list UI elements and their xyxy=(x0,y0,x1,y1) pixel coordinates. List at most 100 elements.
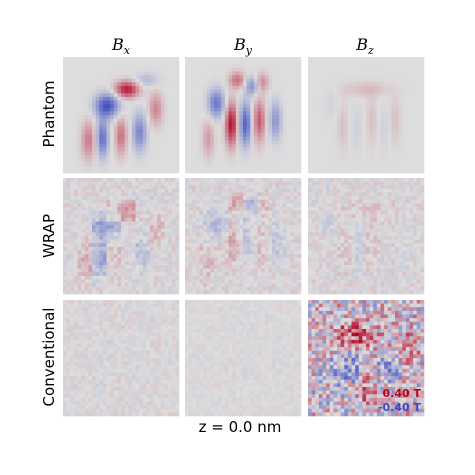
heatmap-cell xyxy=(232,228,237,233)
heatmap-cell xyxy=(102,111,107,116)
heatmap-cell xyxy=(358,151,363,156)
heatmap-cell xyxy=(395,64,399,69)
heatmap-cell xyxy=(164,71,169,76)
heatmap-cell xyxy=(121,60,125,65)
heatmap-cell xyxy=(282,129,287,134)
heatmap-cell xyxy=(63,275,67,280)
heatmap-cell xyxy=(239,89,244,94)
heatmap-cell xyxy=(121,158,125,163)
heatmap-cell xyxy=(214,133,218,138)
heatmap-cell xyxy=(121,82,125,87)
heatmap-cell xyxy=(95,140,100,145)
heatmap-cell xyxy=(239,265,244,269)
heatmap-cell xyxy=(347,64,352,69)
heatmap-cell xyxy=(416,165,421,170)
heatmap-cell xyxy=(272,57,276,61)
heatmap-cell xyxy=(99,199,104,204)
heatmap-cell xyxy=(282,188,287,193)
heatmap-cell xyxy=(102,290,107,295)
heatmap-cell xyxy=(210,188,215,193)
heatmap-cell xyxy=(121,104,125,109)
heatmap-cell xyxy=(293,199,298,204)
heatmap-cell xyxy=(84,236,89,240)
heatmap-cell xyxy=(84,203,89,208)
heatmap-cell xyxy=(99,254,104,259)
heatmap-cell xyxy=(362,64,367,69)
heatmap-cell xyxy=(160,236,165,240)
heatmap-cell xyxy=(92,151,96,156)
heatmap-cell xyxy=(214,261,218,266)
heatmap-cell xyxy=(121,133,125,138)
heatmap-cell xyxy=(157,115,162,119)
heatmap-cell xyxy=(239,104,244,109)
heatmap-cell xyxy=(113,93,118,98)
heatmap-cell xyxy=(420,89,425,94)
heatmap-cell xyxy=(340,100,345,105)
heatmap-cell xyxy=(250,151,255,156)
heatmap-cell xyxy=(157,228,162,233)
heatmap-cell xyxy=(405,82,410,87)
heatmap-cell xyxy=(214,104,218,109)
heatmap-cell xyxy=(272,158,276,163)
heatmap-cell xyxy=(333,129,338,134)
heatmap-cell xyxy=(164,154,169,159)
heatmap-cell xyxy=(210,158,215,163)
heatmap-cell xyxy=(146,221,151,226)
heatmap-cell xyxy=(117,207,122,211)
heatmap-cell xyxy=(99,228,104,233)
heatmap-cell xyxy=(217,115,222,119)
heatmap-cell xyxy=(380,107,385,112)
heatmap-cell xyxy=(146,169,151,174)
heatmap-cell xyxy=(139,136,144,141)
heatmap-cell xyxy=(413,136,418,141)
heatmap-cell xyxy=(376,154,381,159)
heatmap-cell xyxy=(168,144,173,148)
heatmap-cell xyxy=(73,228,78,233)
heatmap-cell xyxy=(157,254,162,259)
heatmap-cell xyxy=(160,169,165,174)
heatmap-cell xyxy=(272,67,276,72)
heatmap-cell xyxy=(308,71,312,76)
heatmap-cell xyxy=(95,286,100,291)
heatmap-cell xyxy=(146,118,151,123)
heatmap-cell xyxy=(164,207,169,211)
heatmap-cell xyxy=(395,67,399,72)
heatmap-cell xyxy=(150,118,154,123)
heatmap-cell xyxy=(206,272,211,277)
heatmap-cell xyxy=(210,115,215,119)
heatmap-cell xyxy=(257,214,262,219)
heatmap-cell xyxy=(175,185,180,190)
heatmap-cell xyxy=(297,272,302,277)
heatmap-cell xyxy=(413,129,418,134)
heatmap-cell xyxy=(395,78,399,83)
panel-wrap-by xyxy=(185,178,302,295)
heatmap-cell xyxy=(347,162,352,167)
heatmap-cell xyxy=(384,165,389,170)
heatmap-cell xyxy=(121,261,125,266)
heatmap-cell xyxy=(121,225,125,230)
heatmap-cell xyxy=(405,75,410,80)
heatmap-cell xyxy=(66,96,71,101)
heatmap-cell xyxy=(106,144,111,148)
heatmap-cell xyxy=(188,185,193,190)
heatmap-cell xyxy=(192,154,197,159)
heatmap-cell xyxy=(117,261,122,266)
heatmap-cell xyxy=(128,250,133,255)
heatmap-cell xyxy=(239,96,244,101)
heatmap-cell xyxy=(117,214,122,219)
heatmap-cell xyxy=(157,286,162,291)
heatmap-cell xyxy=(395,111,399,116)
heatmap-cell xyxy=(235,169,240,174)
heatmap-cell xyxy=(297,250,302,255)
heatmap-cell xyxy=(217,203,222,208)
heatmap-cell xyxy=(366,140,370,145)
heatmap-cell xyxy=(290,214,295,219)
heatmap-cell xyxy=(73,221,78,226)
heatmap-cell xyxy=(113,236,118,240)
heatmap-cell xyxy=(192,86,197,90)
heatmap-cell xyxy=(175,246,180,251)
heatmap-cell xyxy=(398,71,403,76)
heatmap-cell xyxy=(420,133,425,138)
heatmap-cell xyxy=(326,78,331,83)
heatmap-cell xyxy=(257,75,262,80)
